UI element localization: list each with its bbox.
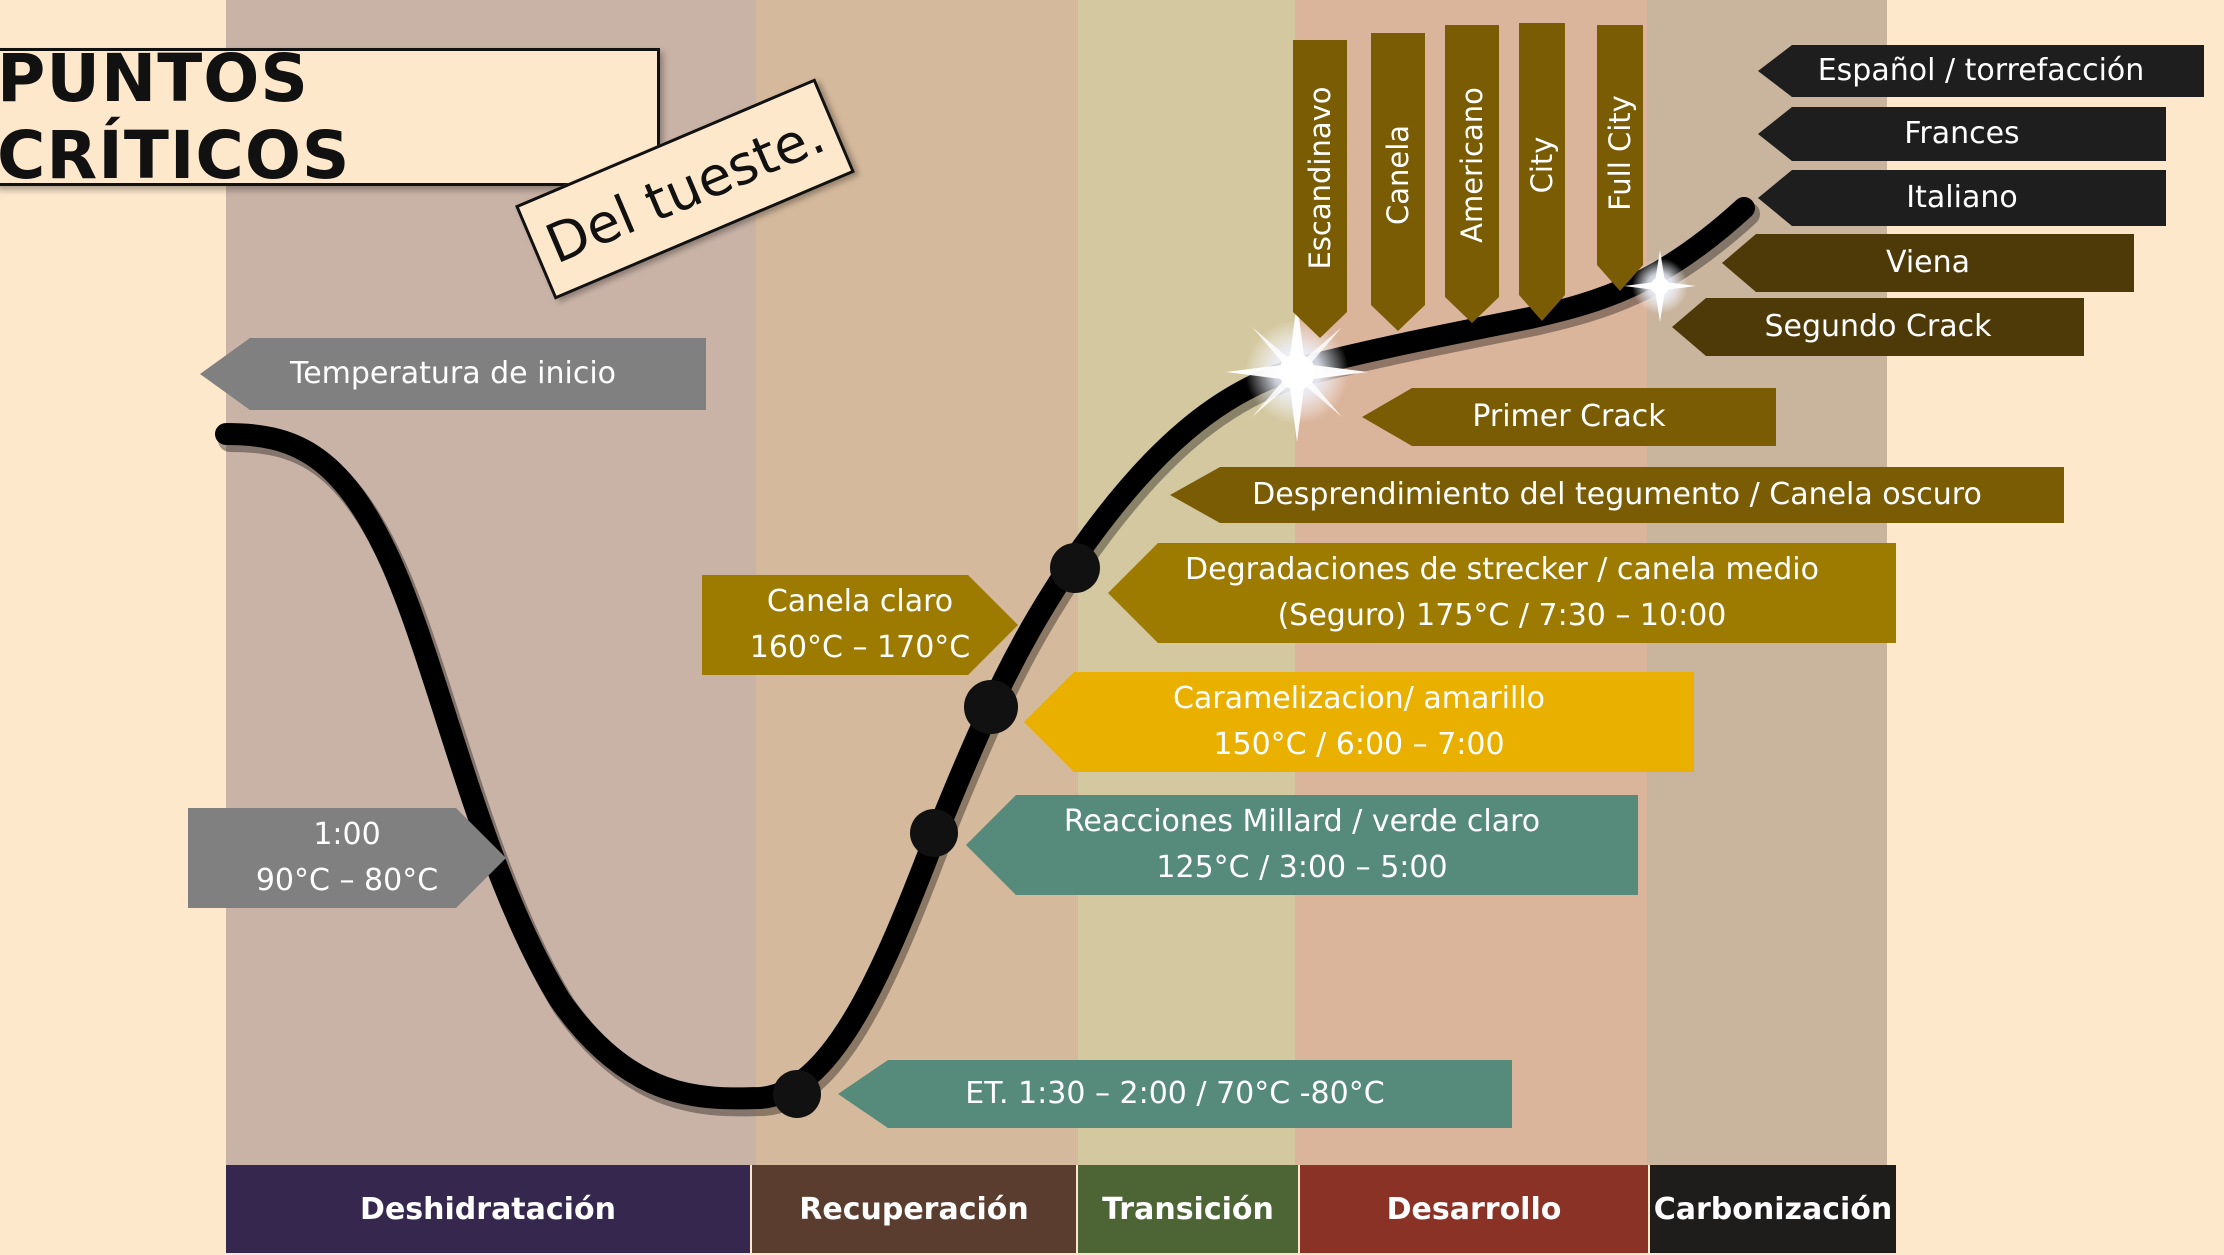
temperatura-inicio-tag: Temperatura de inicio [200,338,706,410]
page-title: PUNTOS CRÍTICOS [0,40,351,194]
primer-crack-tag: Primer Crack [1362,388,1776,446]
roast-level-americano: Americano [1445,25,1499,323]
roast-curve [215,197,1755,1110]
title-box: PUNTOS CRÍTICOS [0,40,660,194]
strecker-marker [1050,543,1100,593]
turning-point-marker [773,1070,821,1118]
segundo-crack-spark-icon [1624,250,1696,322]
phase-transicion: Transición [1078,1165,1298,1253]
segundo-crack-tag: Segundo Crack [1672,298,2084,356]
caramelizacion-tag: Caramelizacion/ amarillo 150°C / 6:00 – … [1024,672,1694,772]
primer-crack-spark-icon [1226,302,1368,442]
maillard-marker [910,809,958,857]
roast-level-canela: Canela [1371,33,1425,331]
roast-level-city: City [1519,23,1565,321]
phase-deshidratacion: Deshidratación [226,1165,750,1253]
minuto-uno-tag: 1:00 90°C – 80°C [188,808,506,908]
caramelizacion-marker [964,680,1018,734]
maillard-tag: Reacciones Millard / verde claro 125°C /… [966,795,1638,895]
italiano-tag: Italiano [1758,170,2166,226]
frances-tag: Frances [1758,107,2166,161]
phase-desarrollo: Desarrollo [1300,1165,1648,1253]
viena-tag: Viena [1722,234,2134,292]
turning-point-tag: ET. 1:30 – 2:00 / 70°C -80°C [838,1060,1512,1128]
roast-level-full-city: Full City [1597,25,1643,291]
strecker-tag: Degradaciones de strecker / canela medio… [1108,543,1896,643]
roast-level-escandinavo: Escandinavo [1293,40,1347,338]
phase-recuperacion: Recuperación [752,1165,1076,1253]
espanol-tag: Español / torrefacción [1758,45,2204,97]
tegumento-tag: Desprendimiento del tegumento / Canela o… [1170,467,2064,523]
canela-claro-tag: Canela claro 160°C – 170°C [702,575,1018,675]
phase-carbonizacion: Carbonización [1650,1165,1896,1253]
